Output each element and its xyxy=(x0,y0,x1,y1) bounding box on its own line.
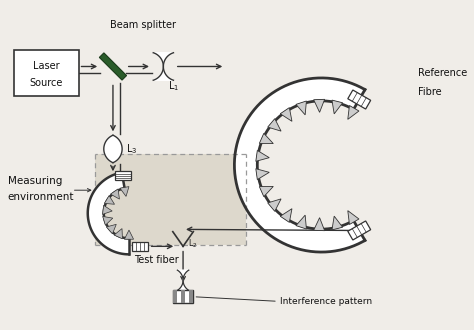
Polygon shape xyxy=(268,199,281,211)
Text: Laser: Laser xyxy=(33,61,60,72)
Polygon shape xyxy=(348,106,359,119)
Polygon shape xyxy=(120,186,129,196)
Text: Measuring: Measuring xyxy=(8,176,62,186)
Text: Reference: Reference xyxy=(418,68,467,78)
Bar xyxy=(14,50,79,96)
Polygon shape xyxy=(348,90,371,109)
Polygon shape xyxy=(259,186,273,197)
Polygon shape xyxy=(103,216,113,225)
Polygon shape xyxy=(234,78,365,252)
Bar xyxy=(189,290,193,303)
Polygon shape xyxy=(106,224,116,234)
Text: Source: Source xyxy=(30,78,63,87)
Polygon shape xyxy=(314,218,325,231)
Polygon shape xyxy=(110,189,119,199)
Polygon shape xyxy=(280,108,292,121)
Polygon shape xyxy=(153,53,173,80)
Polygon shape xyxy=(104,196,115,204)
Polygon shape xyxy=(332,216,343,230)
Polygon shape xyxy=(88,173,129,254)
Polygon shape xyxy=(256,150,269,161)
Bar xyxy=(173,290,193,303)
Bar xyxy=(181,290,185,303)
Polygon shape xyxy=(332,100,343,114)
Polygon shape xyxy=(348,211,359,224)
Text: environment: environment xyxy=(8,192,74,202)
Polygon shape xyxy=(268,119,281,131)
Text: L$_1$: L$_1$ xyxy=(168,79,179,93)
Bar xyxy=(173,290,177,303)
Polygon shape xyxy=(104,135,122,163)
Polygon shape xyxy=(280,209,292,222)
Polygon shape xyxy=(296,215,306,229)
Polygon shape xyxy=(314,99,325,112)
Polygon shape xyxy=(102,205,112,214)
Polygon shape xyxy=(256,169,269,180)
Polygon shape xyxy=(259,133,273,144)
Text: Beam splitter: Beam splitter xyxy=(110,20,176,30)
Polygon shape xyxy=(115,171,131,181)
Text: Test fiber: Test fiber xyxy=(134,255,179,265)
Polygon shape xyxy=(177,270,189,290)
Text: L$_2$: L$_2$ xyxy=(188,238,197,250)
Bar xyxy=(100,53,127,80)
Text: Fibre: Fibre xyxy=(418,87,441,97)
Bar xyxy=(95,153,246,245)
Polygon shape xyxy=(124,230,134,239)
Text: L$_3$: L$_3$ xyxy=(126,142,137,156)
Polygon shape xyxy=(114,229,122,239)
Text: Interference pattern: Interference pattern xyxy=(280,297,372,306)
Polygon shape xyxy=(348,221,371,240)
Polygon shape xyxy=(131,242,147,251)
Polygon shape xyxy=(296,101,306,115)
